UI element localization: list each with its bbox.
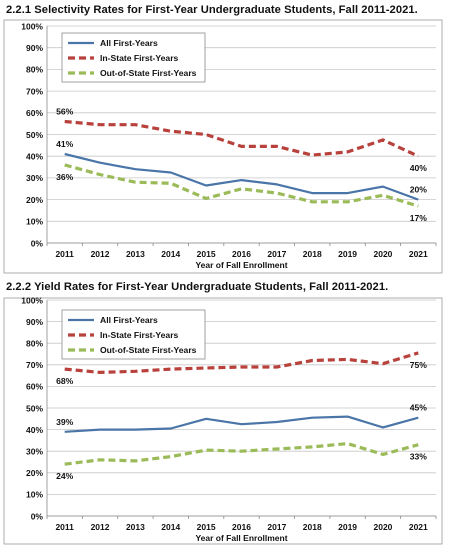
x-tick-label: 2019	[338, 522, 357, 532]
data-label: 75%	[410, 360, 428, 370]
x-tick-label: 2021	[409, 522, 428, 532]
y-tick-label: 50%	[26, 403, 43, 413]
y-tick-label: 10%	[26, 217, 43, 227]
y-tick-label: 40%	[26, 425, 43, 435]
x-tick-label: 2011	[55, 249, 74, 259]
x-tick-label: 2014	[161, 249, 180, 259]
legend-label: All First-Years	[100, 315, 158, 325]
legend-label: Out-of-State First-Years	[100, 68, 197, 78]
y-tick-label: 30%	[26, 447, 43, 457]
y-tick-label: 90%	[26, 43, 43, 53]
data-label: 20%	[410, 185, 428, 195]
data-label: 56%	[56, 106, 74, 116]
x-tick-label: 2020	[373, 522, 392, 532]
legend-label: Out-of-State First-Years	[100, 345, 197, 355]
x-axis-title: Year of Fall Enrollment	[195, 533, 287, 543]
x-tick-label: 2012	[91, 522, 110, 532]
data-label: 41%	[56, 139, 74, 149]
x-tick-label: 2013	[126, 249, 145, 259]
data-label: 39%	[56, 417, 74, 427]
data-label: 40%	[410, 163, 428, 173]
chart-title: 2.2.2 Yield Rates for First-Year Undergr…	[6, 281, 389, 293]
x-tick-label: 2018	[303, 249, 322, 259]
y-tick-label: 60%	[26, 382, 43, 392]
y-tick-label: 70%	[26, 86, 43, 96]
data-label: 45%	[410, 403, 428, 413]
y-tick-label: 80%	[26, 65, 43, 75]
x-tick-label: 2017	[267, 522, 286, 532]
y-tick-label: 100%	[21, 295, 43, 305]
y-tick-label: 70%	[26, 360, 43, 370]
x-tick-label: 2012	[91, 249, 110, 259]
x-tick-label: 2013	[126, 522, 145, 532]
x-tick-label: 2018	[303, 522, 322, 532]
x-tick-label: 2014	[161, 522, 180, 532]
data-label: 17%	[410, 213, 428, 223]
y-tick-label: 0%	[31, 238, 44, 248]
x-tick-label: 2016	[232, 522, 251, 532]
chart-title: 2.2.1 Selectivity Rates for First-Year U…	[6, 4, 418, 16]
data-label: 24%	[56, 471, 74, 481]
y-tick-label: 10%	[26, 490, 43, 500]
series-line	[64, 442, 419, 466]
x-tick-label: 2016	[232, 249, 251, 259]
series-line	[64, 351, 419, 374]
x-tick-label: 2015	[197, 522, 216, 532]
x-tick-label: 2017	[267, 249, 286, 259]
legend-label: All First-Years	[100, 38, 158, 48]
data-label: 36%	[56, 172, 74, 182]
series-line	[64, 415, 419, 433]
legend-label: In-State First-Years	[100, 53, 179, 63]
series-line	[64, 119, 419, 158]
data-label: 33%	[410, 452, 428, 462]
series-line	[64, 163, 419, 208]
y-tick-label: 40%	[26, 152, 43, 162]
chart-frame	[3, 297, 443, 545]
y-tick-label: 50%	[26, 130, 43, 140]
y-tick-label: 80%	[26, 339, 43, 349]
x-axis-title: Year of Fall Enrollment	[195, 260, 287, 270]
y-tick-label: 0%	[31, 511, 44, 521]
y-tick-label: 20%	[26, 195, 43, 205]
y-tick-label: 90%	[26, 317, 43, 327]
selectivity-rates-chart: 0% 10% 20% 30% 40% 50% 60% 70% 80% 90% 100% 2011 201…	[3, 19, 443, 274]
y-tick-label: 100%	[21, 21, 43, 31]
y-tick-label: 30%	[26, 173, 43, 183]
chart-frame	[3, 19, 443, 274]
legend-label: In-State First-Years	[100, 330, 179, 340]
x-tick-label: 2021	[409, 249, 428, 259]
x-tick-label: 2011	[55, 522, 74, 532]
y-tick-label: 20%	[26, 468, 43, 478]
x-tick-label: 2015	[197, 249, 216, 259]
x-tick-label: 2020	[373, 249, 392, 259]
y-tick-label: 60%	[26, 108, 43, 118]
series-line	[64, 152, 419, 201]
data-label: 68%	[56, 376, 74, 386]
x-tick-label: 2019	[338, 249, 357, 259]
